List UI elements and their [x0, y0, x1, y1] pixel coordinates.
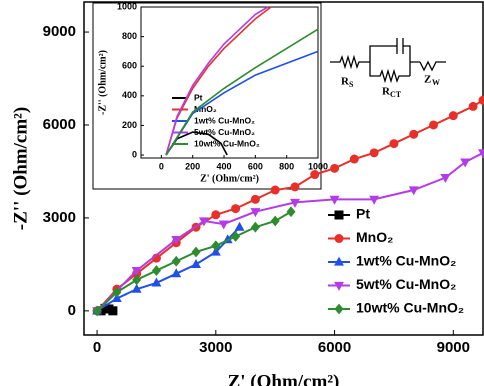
marker — [171, 268, 182, 278]
marker — [270, 215, 280, 227]
marker — [171, 235, 182, 245]
circuit-sub: CT — [390, 90, 402, 99]
circuit-diagram — [330, 38, 446, 84]
legend-label: Pt — [356, 206, 370, 222]
marker — [329, 195, 340, 205]
marker — [369, 148, 379, 158]
y-tick-label: 200 — [122, 120, 137, 130]
x-tick-label: 0 — [159, 161, 164, 171]
marker — [290, 182, 300, 192]
marker — [440, 174, 451, 184]
y-axis-title: -Z'' (Ohm/cm²) — [10, 107, 31, 230]
marker — [131, 266, 142, 276]
marker — [310, 170, 320, 180]
marker — [234, 221, 245, 231]
legend-marker — [334, 256, 344, 266]
legend-marker — [334, 303, 344, 315]
marker — [132, 274, 142, 286]
x-tick-label: 200 — [185, 161, 200, 171]
marker — [211, 210, 221, 220]
marker — [151, 277, 162, 287]
x-tick-label: 600 — [248, 161, 263, 171]
marker — [231, 231, 241, 242]
x-axis-title: Z' (Ohm/cm²) — [200, 173, 259, 184]
x-tick-label: 400 — [217, 161, 232, 171]
y-tick-label: 400 — [122, 90, 137, 100]
y-tick-label: 800 — [122, 31, 137, 41]
legend-marker — [334, 210, 344, 220]
plot-frame — [83, 1, 484, 336]
x-tick-label: 0 — [93, 339, 101, 356]
legend-label: Pt — [194, 92, 203, 102]
marker — [270, 185, 280, 195]
marker — [290, 198, 300, 208]
marker — [478, 95, 484, 105]
marker — [286, 206, 296, 218]
legend-label: 1wt% Cu-MnO₂ — [194, 115, 255, 125]
marker — [250, 221, 260, 233]
circuit-sub: W — [432, 78, 440, 87]
marker — [250, 194, 260, 204]
marker — [349, 154, 359, 164]
y-axis-title: -Z'' (Ohm/cm²) — [97, 50, 108, 115]
marker — [191, 246, 201, 258]
marker — [211, 240, 221, 252]
circuit-label: R — [382, 86, 391, 98]
x-tick-label: 6000 — [318, 339, 351, 356]
legend-label: MnO₂ — [194, 104, 217, 114]
x-axis-title: Z' (Ohm/cm²) — [228, 371, 340, 386]
marker — [389, 139, 399, 149]
marker — [151, 265, 161, 276]
marker — [409, 129, 419, 139]
y-tick-label: 9000 — [43, 23, 76, 40]
marker — [330, 163, 340, 173]
series-line — [165, 6, 269, 156]
y-tick-label: 3000 — [43, 209, 76, 226]
x-tick-label: 9000 — [437, 339, 470, 356]
marker — [250, 208, 261, 218]
legend-label: 5wt% Cu-MnO₂ — [194, 127, 255, 137]
y-tick-label: 6000 — [43, 116, 76, 133]
marker — [468, 101, 478, 111]
y-tick-label: 600 — [122, 61, 137, 71]
marker — [460, 158, 471, 168]
marker — [231, 204, 241, 214]
marker — [108, 306, 118, 316]
marker — [171, 255, 181, 267]
x-tick-label: 3000 — [199, 339, 232, 356]
marker — [112, 286, 122, 298]
y-tick-label: 0 — [132, 149, 137, 159]
circuit-label: R — [341, 76, 350, 88]
series-line — [165, 28, 319, 156]
circuit-label: Z — [424, 74, 431, 86]
legend-label: 10wt% Cu-MnO₂ — [356, 300, 464, 316]
marker — [478, 149, 484, 159]
circuit-sub: S — [349, 80, 354, 89]
marker — [191, 258, 201, 268]
legend-label: MnO₂ — [356, 229, 393, 245]
marker — [429, 120, 439, 130]
marker — [369, 195, 380, 205]
legend-marker — [334, 281, 344, 291]
marker — [198, 217, 209, 227]
x-tick-label: 1000 — [308, 161, 328, 171]
y-tick-label: 1000 — [117, 1, 137, 11]
legend-label: 10wt% Cu-MnO₂ — [194, 138, 260, 148]
y-tick-label: 0 — [68, 302, 76, 319]
legend-label: 1wt% Cu-MnO₂ — [356, 253, 456, 269]
marker — [92, 305, 102, 317]
marker — [448, 111, 458, 121]
marker — [218, 220, 229, 230]
marker — [408, 186, 419, 196]
x-tick-label: 800 — [279, 161, 294, 171]
legend-label: 5wt% Cu-MnO₂ — [356, 276, 456, 292]
marker — [131, 283, 142, 293]
legend-marker — [334, 234, 344, 243]
inset-plot-frame — [140, 6, 319, 159]
